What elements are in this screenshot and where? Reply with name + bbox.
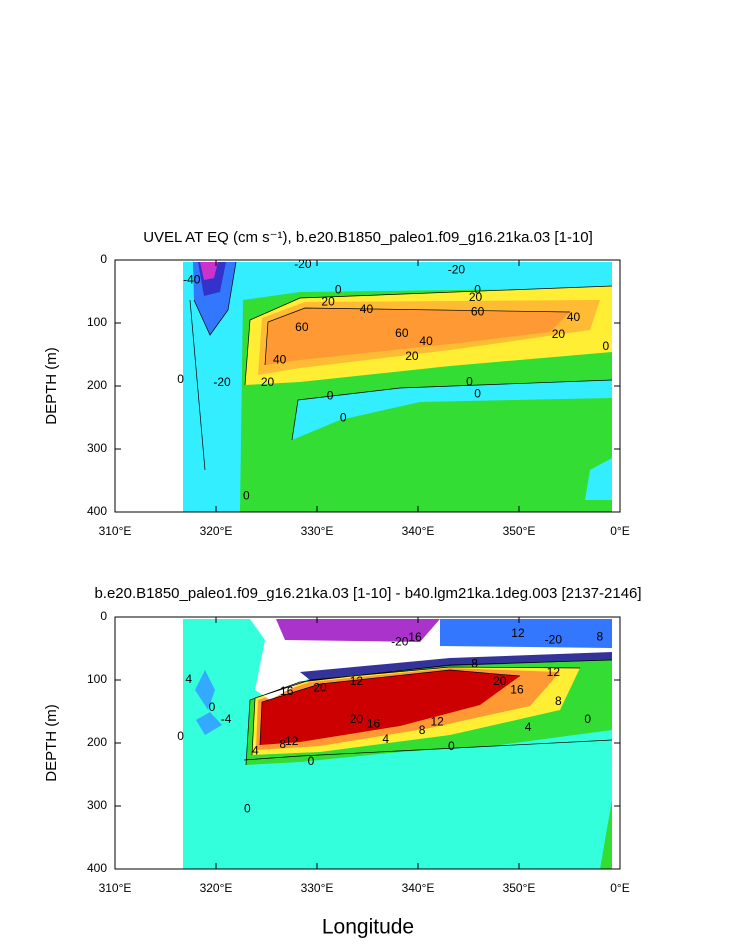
chart-title: UVEL AT EQ (cm s⁻¹), b.e20.B1850_paleo1.… bbox=[143, 229, 593, 246]
fill-cyan-tongue bbox=[292, 380, 612, 440]
contour-label: 0 bbox=[327, 388, 334, 402]
y-tick-label: 0 bbox=[100, 252, 107, 266]
contour-label: -40 bbox=[183, 272, 201, 286]
contour-label: 0 bbox=[448, 739, 455, 753]
contour-label: 4 bbox=[525, 720, 532, 734]
contour-label: 0 bbox=[308, 754, 315, 768]
contour-label: 0 bbox=[177, 729, 184, 743]
contour-label: 20 bbox=[493, 674, 507, 688]
contour-label: -20 bbox=[391, 634, 409, 648]
y-tick-label: 100 bbox=[87, 672, 107, 686]
contour-lines-top bbox=[189, 261, 613, 471]
x-tick-label: 330°E bbox=[301, 881, 334, 895]
fill-cyan-low bbox=[240, 740, 612, 869]
y-axis-label: DEPTH (m) bbox=[43, 704, 60, 782]
fill-cyan-corner bbox=[585, 458, 612, 500]
y-tick-label: 300 bbox=[87, 798, 107, 812]
contour-label: 60 bbox=[471, 304, 485, 318]
x-tick-label: 310°E bbox=[99, 881, 132, 895]
contour-label: 20 bbox=[405, 349, 419, 363]
x-tick-label: 350°E bbox=[503, 524, 536, 538]
contour-label: 40 bbox=[273, 352, 287, 366]
contour-label: 0 bbox=[243, 488, 250, 502]
x-tick-label: 320°E bbox=[200, 881, 233, 895]
fill-orange bbox=[265, 308, 570, 365]
contour-label: 16 bbox=[408, 630, 422, 644]
contour-label: 8 bbox=[279, 737, 286, 751]
x-tick-label: 350°E bbox=[503, 881, 536, 895]
contour-label: 0 bbox=[474, 282, 481, 296]
x-tick-label: 0°E bbox=[610, 881, 629, 895]
contour-label: 40 bbox=[360, 302, 374, 316]
contour-label: -20 bbox=[545, 632, 563, 646]
chart-title: b.e20.B1850_paleo1.f09_g16.21ka.03 [1-10… bbox=[94, 585, 641, 602]
contour-lines-bottom bbox=[243, 659, 613, 766]
contour-label: 20 bbox=[313, 680, 327, 694]
contour-label: 4 bbox=[252, 743, 259, 757]
contour-label: 12 bbox=[547, 665, 561, 679]
contour-label: 12 bbox=[285, 734, 299, 748]
contour-fills-top bbox=[183, 261, 613, 512]
contour-label: 0 bbox=[474, 386, 481, 400]
contour-label: 0 bbox=[603, 339, 610, 353]
x-tick-label: 0°E bbox=[610, 524, 629, 538]
fill-red bbox=[260, 670, 520, 745]
contour-label: -20 bbox=[213, 375, 231, 389]
x-tick-label: 320°E bbox=[200, 524, 233, 538]
contour-label: 40 bbox=[419, 334, 433, 348]
contour-label: 0 bbox=[209, 700, 216, 714]
contour-label: 0 bbox=[584, 712, 591, 726]
contour-label: 20 bbox=[552, 327, 566, 341]
contour-label: 4 bbox=[185, 672, 192, 686]
contour-label: 16 bbox=[510, 682, 524, 696]
contour-label: 12 bbox=[511, 626, 525, 640]
x-tick-label: 310°E bbox=[99, 524, 132, 538]
contour-fills-bottom bbox=[183, 619, 613, 869]
y-tick-label: 300 bbox=[87, 441, 107, 455]
contour-label: 20 bbox=[321, 294, 335, 308]
contour-label: 8 bbox=[596, 629, 603, 643]
x-tick-label: 340°E bbox=[402, 881, 435, 895]
contour-label: 20 bbox=[350, 712, 364, 726]
contour-label: -20 bbox=[294, 257, 312, 271]
y-tick-label: 100 bbox=[87, 315, 107, 329]
contour-label: 8 bbox=[555, 694, 562, 708]
y-axis-label: DEPTH (m) bbox=[43, 347, 60, 425]
contour-label: 8 bbox=[419, 723, 426, 737]
x-tick-label: 340°E bbox=[402, 524, 435, 538]
fill-green-corner bbox=[600, 800, 612, 869]
fill-blue bbox=[440, 619, 612, 648]
y-tick-label: 400 bbox=[87, 504, 107, 518]
x-tick-label: 330°E bbox=[301, 524, 334, 538]
x-axis-label: Longitude bbox=[322, 916, 414, 939]
contour-label: 0 bbox=[177, 372, 184, 386]
contour-label: 4 bbox=[382, 732, 389, 746]
fill-purple bbox=[200, 262, 218, 280]
contour-label: 0 bbox=[335, 282, 342, 296]
fill-blue-eddies bbox=[195, 670, 222, 735]
y-tick-label: 200 bbox=[87, 735, 107, 749]
contour-label: 16 bbox=[280, 684, 294, 698]
contour-label: 40 bbox=[567, 310, 581, 324]
fill-purple bbox=[276, 619, 440, 642]
contour-label: 60 bbox=[395, 326, 409, 340]
contour-label: 16 bbox=[367, 716, 381, 730]
contour-label: 0 bbox=[244, 801, 251, 815]
contour-label: 0 bbox=[340, 410, 347, 424]
contour-label: 12 bbox=[350, 674, 364, 688]
contour-label: 0 bbox=[466, 374, 473, 388]
contour-label: -4 bbox=[221, 712, 232, 726]
contour-label: 12 bbox=[431, 714, 445, 728]
y-tick-label: 0 bbox=[100, 609, 107, 623]
contour-label: 8 bbox=[471, 656, 478, 670]
contour-label: 20 bbox=[469, 290, 483, 304]
contour-label: 20 bbox=[261, 375, 275, 389]
contour-label: -20 bbox=[448, 262, 466, 276]
contour-label: 60 bbox=[295, 320, 309, 334]
y-tick-label: 200 bbox=[87, 378, 107, 392]
y-tick-label: 400 bbox=[87, 861, 107, 875]
